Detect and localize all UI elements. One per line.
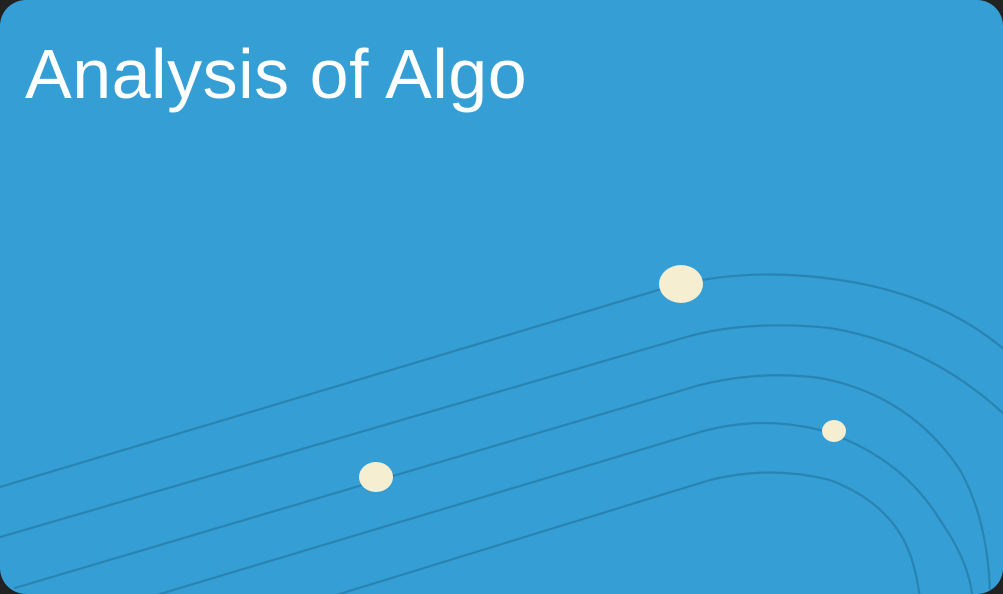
orbit-track-3 (13, 374, 992, 594)
orbit-dot-medium (359, 462, 393, 492)
orbit-track-1 (0, 273, 1003, 489)
orbit-dot-large (659, 265, 703, 303)
orbit-dots (359, 265, 846, 492)
orbit-track-5 (335, 471, 921, 594)
course-title: Analysis of Algo (25, 35, 528, 113)
orbit-track-4 (156, 421, 974, 594)
orbit-track-2 (0, 324, 1003, 539)
orbit-dot-small (822, 420, 846, 442)
orbit-tracks (0, 273, 1003, 594)
